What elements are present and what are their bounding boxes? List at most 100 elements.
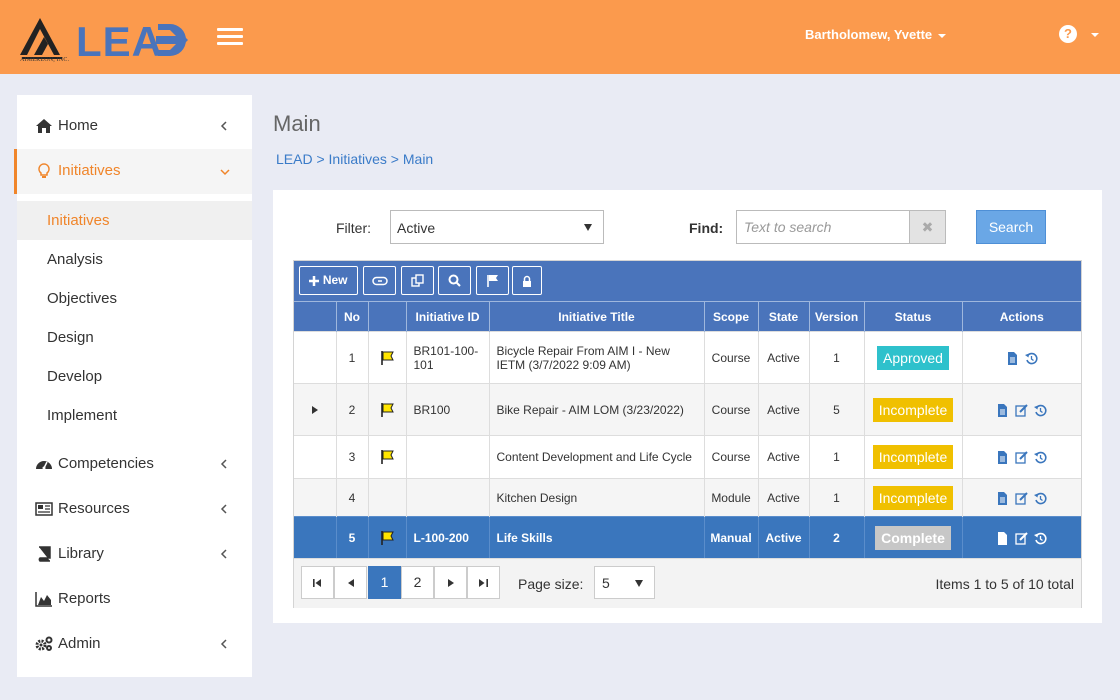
breadcrumb-item[interactable]: Main — [402, 151, 434, 167]
table-row[interactable]: 4 Kitchen Design Module Active 1 Incomplete — [294, 478, 1081, 517]
sidebar-item-initiatives[interactable]: Initiatives — [14, 149, 252, 194]
column-header-state[interactable]: State — [757, 301, 809, 332]
chevron-left-icon — [220, 121, 227, 131]
filter-select[interactable]: Active — [390, 210, 604, 244]
first-page-button[interactable] — [301, 566, 334, 599]
user-menu[interactable]: Bartholomew, Yvette — [805, 27, 947, 42]
cell-state: Active — [757, 383, 809, 436]
page-button-1[interactable]: 1 — [368, 566, 401, 599]
document-icon[interactable] — [996, 451, 1009, 465]
column-header-scope[interactable]: Scope — [703, 301, 758, 332]
sidebar-item-admin[interactable]: Admin — [17, 622, 252, 667]
sidebar-item-resources[interactable]: Resources — [17, 487, 252, 532]
cell-initiative-title[interactable]: Content Development and Life Cycle — [488, 435, 704, 479]
search-button[interactable]: Search — [976, 210, 1046, 244]
search-input[interactable] — [736, 210, 910, 244]
sidebar-subitem-analysis[interactable]: Analysis — [17, 240, 252, 279]
sidebar-subitem-design[interactable]: Design — [17, 318, 252, 357]
table-row[interactable]: 3 Content Development and Life Cycle Cours… — [294, 435, 1081, 479]
column-header-status[interactable]: Status — [863, 301, 962, 332]
breadcrumb: LEAD > Initiatives > Main — [276, 151, 433, 167]
sidebar-item-library[interactable]: Library — [17, 532, 252, 577]
cell-version: 1 — [808, 331, 864, 384]
column-header-version[interactable]: Version — [808, 301, 864, 332]
column-header-initiative-title[interactable]: Initiative Title — [488, 301, 704, 332]
flag-icon[interactable] — [379, 402, 395, 418]
breadcrumb-item[interactable]: Initiatives — [328, 151, 387, 167]
new-button[interactable]: New — [299, 266, 358, 295]
page-button-2[interactable]: 2 — [401, 566, 434, 599]
history-icon[interactable] — [1034, 451, 1047, 464]
document-icon[interactable] — [996, 403, 1009, 417]
column-header-initiative-id[interactable]: Initiative ID — [405, 301, 489, 332]
pager: 1 2 Page size: 5 Items 1 to 5 of 10 tota… — [294, 558, 1081, 608]
breadcrumb-item[interactable]: LEAD — [276, 151, 313, 167]
flag-icon[interactable] — [379, 530, 395, 546]
copy-icon — [411, 274, 424, 288]
sidebar-subitem-implement[interactable]: Implement — [17, 396, 252, 435]
edit-icon[interactable] — [1015, 491, 1028, 505]
cell-initiative-title[interactable]: Bicycle Repair From AIM I - New IETM (3/… — [488, 331, 704, 384]
history-icon[interactable] — [1024, 352, 1038, 365]
last-page-button[interactable] — [467, 566, 500, 599]
sidebar-item-home[interactable]: Home — [17, 104, 252, 149]
link-button[interactable] — [363, 266, 396, 295]
next-page-button[interactable] — [434, 566, 467, 599]
cell-no: 4 — [335, 478, 368, 517]
question-circle-icon[interactable]: ? — [1059, 25, 1077, 43]
status-badge: Approved — [877, 345, 949, 370]
history-icon[interactable] — [1034, 404, 1047, 417]
sidebar-subitem-objectives[interactable]: Objectives — [17, 279, 252, 318]
menu-toggle-icon[interactable] — [217, 28, 243, 46]
newspaper-icon — [35, 502, 53, 516]
edit-icon[interactable] — [1015, 532, 1028, 545]
cell-flag — [367, 331, 406, 384]
clear-icon[interactable]: ✖ — [909, 210, 946, 244]
find-label: Find: — [689, 220, 724, 236]
document-icon[interactable] — [1006, 351, 1019, 365]
chevron-down-icon[interactable] — [1091, 33, 1099, 37]
table-row[interactable]: 5 L-100-200 Life Skills Manual Active 2 Comple… — [294, 516, 1081, 559]
flag-icon[interactable] — [379, 350, 395, 366]
expander-cell[interactable] — [294, 383, 336, 436]
column-header-no[interactable]: No — [335, 301, 368, 332]
sidebar-item-competencies[interactable]: Competencies — [17, 442, 252, 487]
document-icon[interactable] — [996, 531, 1009, 545]
sidebar-item-reports[interactable]: Reports — [17, 577, 252, 622]
search-tool-button[interactable] — [438, 266, 471, 295]
link-icon — [371, 276, 388, 286]
chevron-left-icon — [220, 639, 227, 649]
cell-actions — [961, 478, 1081, 517]
flag-button[interactable] — [476, 266, 509, 295]
history-icon[interactable] — [1034, 492, 1047, 505]
cell-initiative-title[interactable]: Bike Repair - AIM LOM (3/23/2022) — [488, 383, 704, 436]
cell-initiative-title[interactable]: Kitchen Design — [488, 478, 704, 517]
edit-icon[interactable] — [1015, 451, 1028, 464]
table-row[interactable]: 1 BR101-100-101 Bicycle Repair From AIM I … — [294, 331, 1081, 384]
flag-icon[interactable] — [379, 449, 395, 465]
cell-initiative-title[interactable]: Life Skills — [488, 516, 704, 559]
cell-version: 5 — [808, 383, 864, 436]
next-page-icon — [447, 579, 454, 587]
lock-button[interactable] — [512, 266, 542, 295]
cell-flag — [367, 435, 406, 479]
status-badge: Incomplete — [872, 397, 954, 422]
column-header-flag — [367, 301, 406, 332]
copy-button[interactable] — [401, 266, 434, 295]
document-icon[interactable] — [996, 491, 1009, 505]
sidebar-item-label: Library — [58, 545, 104, 562]
cell-scope: Course — [703, 331, 758, 384]
expand-row-icon[interactable] — [311, 405, 318, 414]
page-size-select[interactable]: 5 — [594, 566, 655, 599]
cell-no: 1 — [335, 331, 368, 384]
prev-page-button[interactable] — [334, 566, 367, 599]
edit-icon[interactable] — [1015, 403, 1028, 417]
history-icon[interactable] — [1034, 532, 1047, 545]
cell-version: 1 — [808, 435, 864, 479]
table-row[interactable]: 2 BR100 Bike Repair - AIM LOM (3/23/2022) C… — [294, 383, 1081, 436]
sidebar-subitem-develop[interactable]: Develop — [17, 357, 252, 396]
lock-icon — [523, 275, 531, 287]
sidebar-subitem-initiatives[interactable]: Initiatives — [17, 201, 252, 240]
cell-no: 2 — [335, 383, 368, 436]
lead-logo[interactable]: LEA — [18, 14, 200, 68]
